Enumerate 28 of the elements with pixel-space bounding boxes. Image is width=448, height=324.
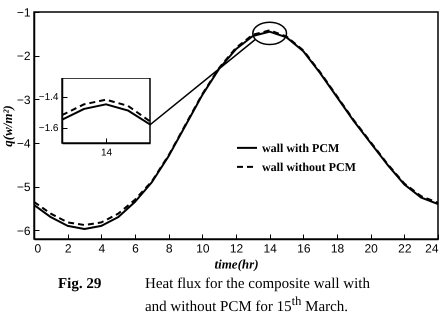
y-tick-label: −5 (16, 180, 31, 194)
x-tick-label: 4 (98, 242, 106, 256)
legend-label: wall without PCM (262, 160, 356, 174)
x-tick-label: 20 (364, 242, 378, 256)
text: Heat flux for the composite wall with and without PCM for 15$^{th}$ March. (145, 276, 371, 316)
x-tick-label: 14 (263, 242, 278, 256)
y-tick-label: −4 (16, 136, 31, 150)
x-tick-label: 22 (398, 242, 412, 256)
x-tick-label: 8 (166, 242, 173, 256)
x-tick-label: 12 (230, 242, 244, 256)
x-tick-label: 2 (64, 242, 72, 256)
x-axis-title: time(hr) (214, 256, 259, 272)
x-tick-label: 18 (330, 242, 344, 256)
x-tick-label: 10 (196, 242, 210, 256)
legend-label: wall with PCM (262, 140, 340, 155)
x-tick-label: 24 (425, 242, 439, 256)
y-tick-label: −1.6 (38, 123, 59, 134)
caption: Fig. 29 (58, 276, 102, 293)
y-tick-label: −2 (16, 49, 31, 64)
x-tick-label: 6 (132, 242, 140, 256)
x-tick-label: 0 (34, 242, 42, 256)
x-tick-label: 14 (100, 148, 112, 158)
y-tick-label: −1.4 (38, 92, 59, 104)
y-tick-label: −1 (16, 6, 31, 20)
y-axis-title: q(w/m²) (0, 105, 15, 147)
x-tick-label: 16 (297, 242, 311, 256)
y-tick-label: −3 (16, 92, 31, 107)
y-tick-label: −6 (16, 224, 31, 238)
